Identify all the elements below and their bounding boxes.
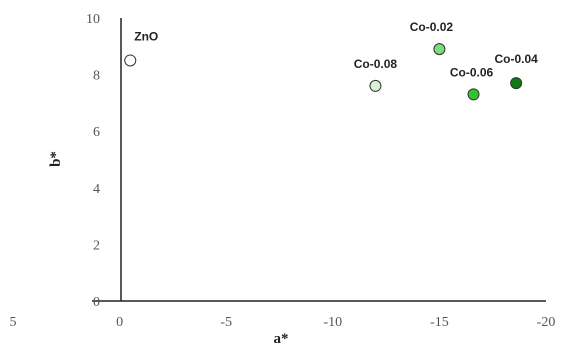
y-tick-label: 10 — [86, 12, 100, 27]
data-point-label: Co-0.02 — [410, 20, 454, 34]
x-axis-title: a* — [274, 331, 289, 347]
y-tick-label: 8 — [93, 69, 100, 84]
x-tick-label: 0 — [116, 315, 123, 330]
data-point — [433, 43, 446, 56]
y-tick-label: 6 — [93, 125, 100, 140]
data-points — [124, 43, 523, 101]
x-tick-label: -20 — [537, 315, 556, 330]
y-axis-title: b* — [48, 151, 64, 167]
data-point — [510, 77, 523, 90]
x-tick-label: -10 — [323, 315, 342, 330]
data-point — [124, 54, 137, 67]
data-point-label: ZnO — [134, 29, 158, 43]
data-point-label: Co-0.08 — [354, 57, 398, 71]
data-point-label: Co-0.06 — [450, 65, 494, 79]
y-tick-label: 0 — [93, 295, 100, 310]
data-point-label: Co-0.04 — [494, 52, 538, 66]
y-tick-labels: 0 2 4 6 8 10 — [86, 12, 100, 310]
data-point — [467, 88, 480, 101]
data-point — [369, 79, 382, 92]
y-tick-label: 2 — [93, 238, 100, 253]
x-tick-labels: 5 0 -5 -10 -15 -20 — [10, 315, 556, 330]
x-tick-label: -5 — [220, 315, 232, 330]
x-tick-label: 5 — [10, 315, 17, 330]
y-tick-label: 4 — [93, 182, 100, 197]
x-tick-label: -15 — [430, 315, 449, 330]
